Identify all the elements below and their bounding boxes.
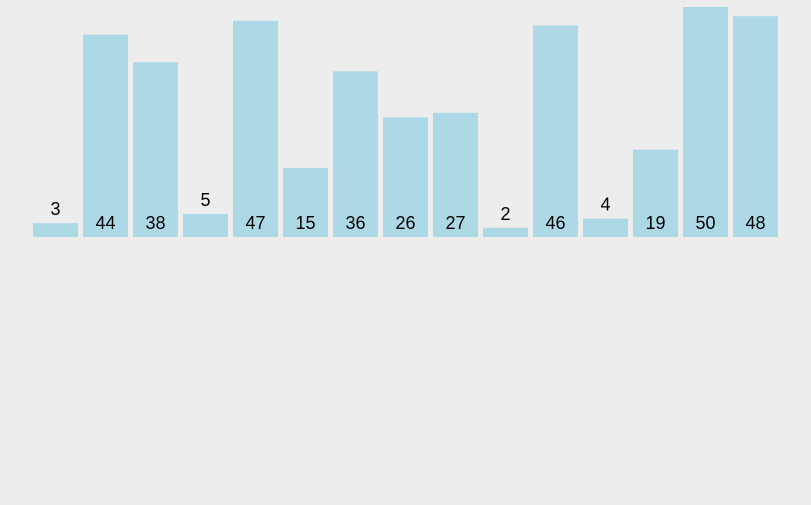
bar: [733, 16, 778, 238]
bar: [483, 227, 528, 237]
bar: [283, 168, 328, 237]
bar: [233, 20, 278, 237]
data-label: 48: [745, 213, 765, 233]
bar: [133, 62, 178, 238]
data-label: 4: [600, 195, 610, 215]
bar: [633, 149, 678, 237]
bar: [683, 7, 728, 237]
data-label: 36: [345, 213, 365, 233]
data-label: 15: [295, 213, 315, 233]
data-label: 26: [395, 213, 415, 233]
data-label: 5: [200, 190, 210, 210]
bar: [433, 112, 478, 237]
bar: [83, 34, 128, 237]
bar: [533, 25, 578, 238]
data-label: 2: [500, 204, 510, 224]
bar: [383, 117, 428, 237]
bar: [583, 218, 628, 237]
data-label: 19: [645, 213, 665, 233]
data-label: 46: [545, 213, 565, 233]
data-label: 47: [245, 213, 265, 233]
data-label: 50: [695, 213, 715, 233]
data-label: 27: [445, 213, 465, 233]
data-label: 44: [95, 213, 115, 233]
data-label: 38: [145, 213, 165, 233]
bar: [33, 223, 78, 237]
bar: [333, 71, 378, 238]
bar: [183, 214, 228, 237]
data-label: 3: [50, 199, 60, 219]
